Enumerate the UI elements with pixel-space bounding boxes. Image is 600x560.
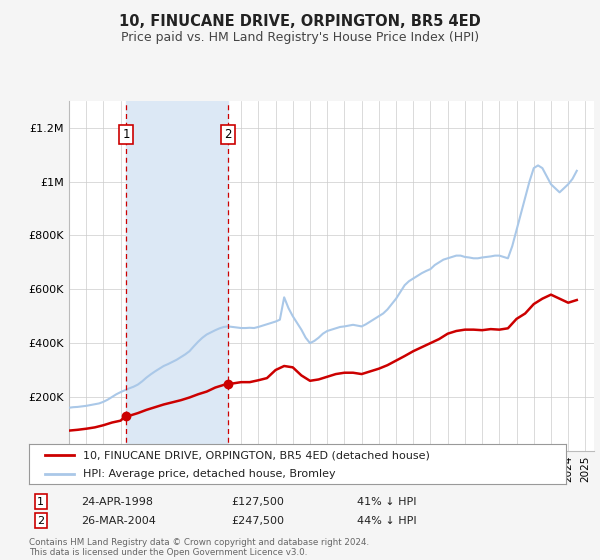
Text: Price paid vs. HM Land Registry's House Price Index (HPI): Price paid vs. HM Land Registry's House … — [121, 31, 479, 44]
Text: £247,500: £247,500 — [231, 516, 284, 526]
Text: 10, FINUCANE DRIVE, ORPINGTON, BR5 4ED (detached house): 10, FINUCANE DRIVE, ORPINGTON, BR5 4ED (… — [83, 450, 430, 460]
Text: 1: 1 — [37, 497, 44, 507]
Text: 2: 2 — [224, 128, 232, 141]
Text: 24-APR-1998: 24-APR-1998 — [81, 497, 153, 507]
Bar — [126, 101, 228, 451]
Text: Contains HM Land Registry data © Crown copyright and database right 2024.
This d: Contains HM Land Registry data © Crown c… — [29, 538, 369, 557]
Text: 2: 2 — [37, 516, 44, 526]
Text: £127,500: £127,500 — [231, 497, 284, 507]
Text: 1: 1 — [122, 128, 130, 141]
Text: 10, FINUCANE DRIVE, ORPINGTON, BR5 4ED: 10, FINUCANE DRIVE, ORPINGTON, BR5 4ED — [119, 14, 481, 29]
Text: 44% ↓ HPI: 44% ↓ HPI — [357, 516, 416, 526]
Text: HPI: Average price, detached house, Bromley: HPI: Average price, detached house, Brom… — [83, 469, 335, 479]
Text: 41% ↓ HPI: 41% ↓ HPI — [357, 497, 416, 507]
Text: 26-MAR-2004: 26-MAR-2004 — [81, 516, 156, 526]
